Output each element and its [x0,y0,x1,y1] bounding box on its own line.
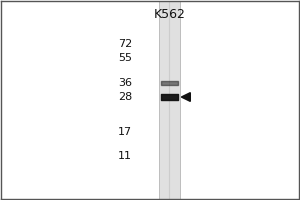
Polygon shape [182,93,190,101]
Text: K562: K562 [154,8,185,21]
Text: 55: 55 [118,53,132,63]
Text: 72: 72 [118,39,132,49]
Text: 36: 36 [118,78,132,88]
Text: 11: 11 [118,151,132,161]
Text: 28: 28 [118,92,132,102]
Bar [159,1,180,199]
Text: 17: 17 [118,127,132,137]
